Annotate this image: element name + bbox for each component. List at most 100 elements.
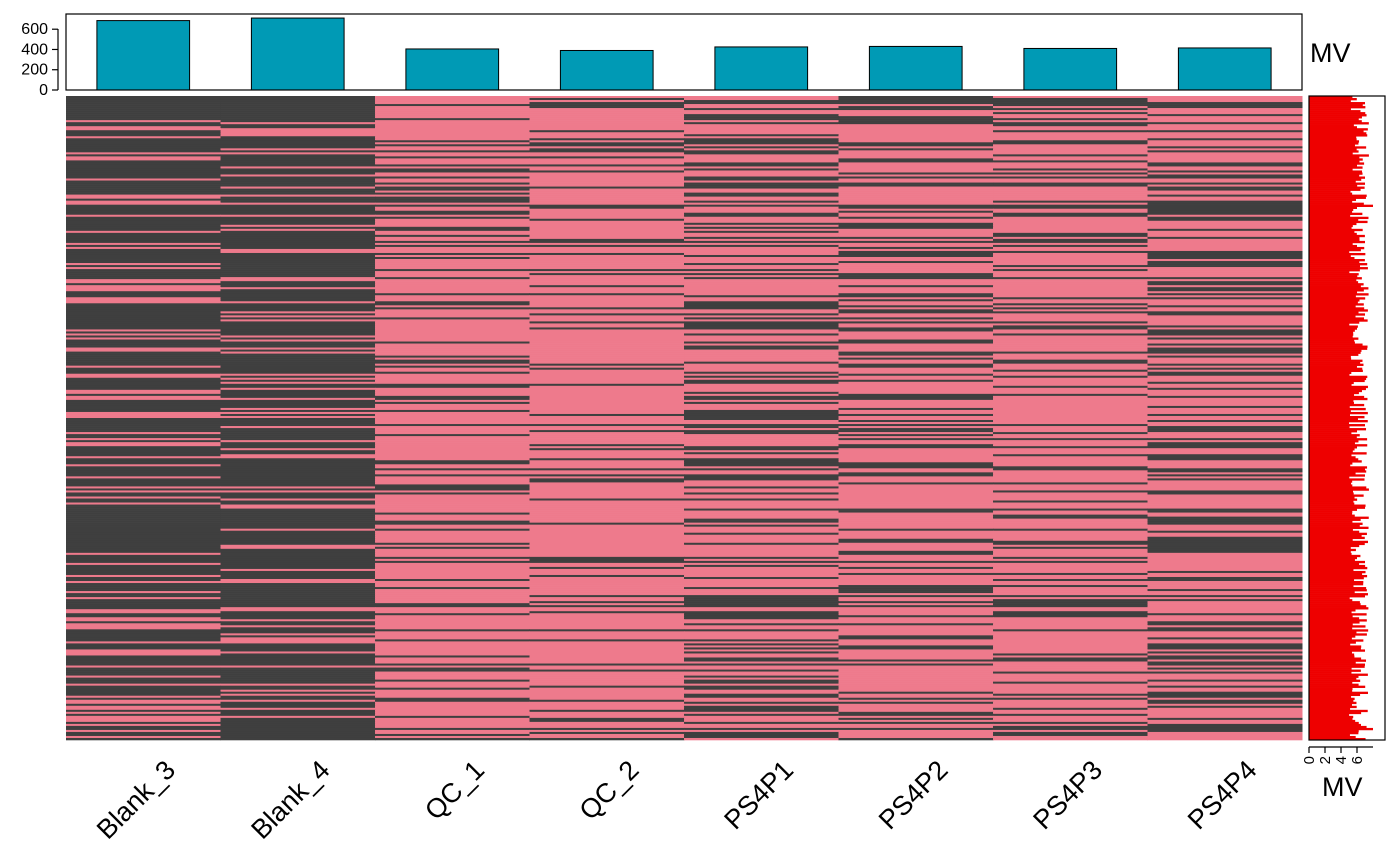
heatmap-cell xyxy=(993,735,1148,739)
side-bar xyxy=(1309,150,1359,153)
heatmap-cell xyxy=(1147,206,1303,209)
side-bar xyxy=(1309,285,1361,288)
heatmap-cell xyxy=(684,627,839,630)
heatmap-cell xyxy=(838,224,994,228)
heatmap-cell xyxy=(66,112,221,115)
heatmap-cell xyxy=(993,462,1148,465)
heatmap-cell xyxy=(1147,587,1303,590)
side-bar xyxy=(1309,713,1350,717)
side-bar xyxy=(1309,611,1352,614)
heatmap-cell xyxy=(1147,562,1303,566)
heatmap-cell xyxy=(220,570,376,574)
heatmap-cell xyxy=(993,482,1148,485)
heatmap-cell xyxy=(993,649,1148,652)
heatmap-cell xyxy=(375,154,530,157)
heatmap-cell xyxy=(993,733,1148,737)
heatmap-cell xyxy=(684,512,839,515)
side-bar xyxy=(1309,627,1353,630)
heatmap-cell xyxy=(375,220,530,224)
heatmap-cell xyxy=(220,365,376,368)
heatmap-cell xyxy=(1147,138,1303,141)
heatmap-cell xyxy=(529,122,685,125)
heatmap-cell xyxy=(529,601,685,604)
heatmap-cell xyxy=(375,367,530,370)
heatmap-cell xyxy=(1147,621,1303,624)
side-bar xyxy=(1309,226,1352,230)
side-bar xyxy=(1309,355,1351,358)
heatmap-cell xyxy=(66,244,221,248)
heatmap-cell xyxy=(1147,585,1303,588)
heatmap-cell xyxy=(1147,118,1303,121)
side-bar xyxy=(1309,250,1350,254)
heatmap-cell xyxy=(1147,146,1303,149)
heatmap-cell xyxy=(375,289,530,292)
heatmap-cell xyxy=(1147,315,1303,318)
heatmap-cell xyxy=(529,713,685,717)
heatmap-cell xyxy=(66,659,221,662)
heatmap-cell xyxy=(838,347,994,350)
heatmap-cell xyxy=(1147,236,1303,240)
heatmap-cell xyxy=(993,562,1148,566)
heatmap-cell xyxy=(1147,663,1303,666)
heatmap-cell xyxy=(838,574,994,578)
heatmap-cell xyxy=(66,440,221,443)
heatmap-cell xyxy=(1147,597,1303,600)
heatmap-cell xyxy=(684,737,839,741)
heatmap-cell xyxy=(684,397,839,401)
heatmap-cell xyxy=(838,625,994,628)
heatmap-cell xyxy=(1147,655,1303,658)
heatmap-cell xyxy=(529,478,685,481)
heatmap-cell xyxy=(684,570,839,574)
heatmap-cell xyxy=(1147,482,1303,485)
heatmap-cell xyxy=(1147,717,1303,721)
heatmap-cell xyxy=(529,544,685,548)
heatmap-cell xyxy=(66,611,221,614)
heatmap-cell xyxy=(529,721,685,725)
heatmap-cell xyxy=(529,562,685,566)
heatmap-cell xyxy=(220,717,376,721)
heatmap-cell xyxy=(1147,329,1303,332)
heatmap-cell xyxy=(684,200,839,203)
heatmap-cell xyxy=(66,725,221,729)
side-bar xyxy=(1309,560,1365,564)
heatmap-cell xyxy=(838,442,994,445)
heatmap-cell xyxy=(66,359,221,362)
heatmap-cell xyxy=(220,478,376,481)
heatmap-cell xyxy=(993,150,1148,153)
side-bar xyxy=(1309,623,1353,626)
heatmap-cell xyxy=(66,130,221,133)
heatmap-cell xyxy=(375,649,530,652)
heatmap-cell xyxy=(375,158,530,161)
heatmap-cell xyxy=(993,464,1148,467)
heatmap-cell xyxy=(529,627,685,630)
heatmap-cell xyxy=(375,202,530,205)
heatmap-cell xyxy=(684,657,839,660)
heatmap-cell xyxy=(1147,554,1303,558)
heatmap-cell xyxy=(1147,110,1303,113)
heatmap-cell xyxy=(66,407,221,411)
heatmap-cell xyxy=(66,158,221,161)
heatmap-cell xyxy=(375,275,530,278)
heatmap-cell xyxy=(838,498,994,501)
heatmap-cell xyxy=(993,134,1148,137)
heatmap-cell xyxy=(838,667,994,670)
heatmap-cell xyxy=(220,583,376,586)
heatmap-cell xyxy=(1147,512,1303,515)
heatmap-cell xyxy=(684,534,839,538)
heatmap-cell xyxy=(529,303,685,306)
heatmap-cell xyxy=(66,317,221,320)
heatmap-cell xyxy=(529,583,685,586)
heatmap-cell xyxy=(684,385,839,389)
sample-labels: Blank_3 Blank_4 QC_1 QC_2 PS4P1 PS4P2 PS4P3 PS4… xyxy=(91,755,1263,845)
heatmap-cell xyxy=(993,422,1148,425)
heatmap-cell xyxy=(1147,234,1303,238)
heatmap-cell xyxy=(838,428,994,431)
heatmap-cell xyxy=(375,252,530,256)
heatmap-cell xyxy=(375,520,530,523)
heatmap-cell xyxy=(66,679,221,682)
heatmap-cell xyxy=(1147,444,1303,447)
heatmap-cell xyxy=(684,679,839,682)
heatmap-cell xyxy=(1147,265,1303,268)
heatmap-cell xyxy=(375,351,530,354)
side-bar xyxy=(1309,597,1350,600)
